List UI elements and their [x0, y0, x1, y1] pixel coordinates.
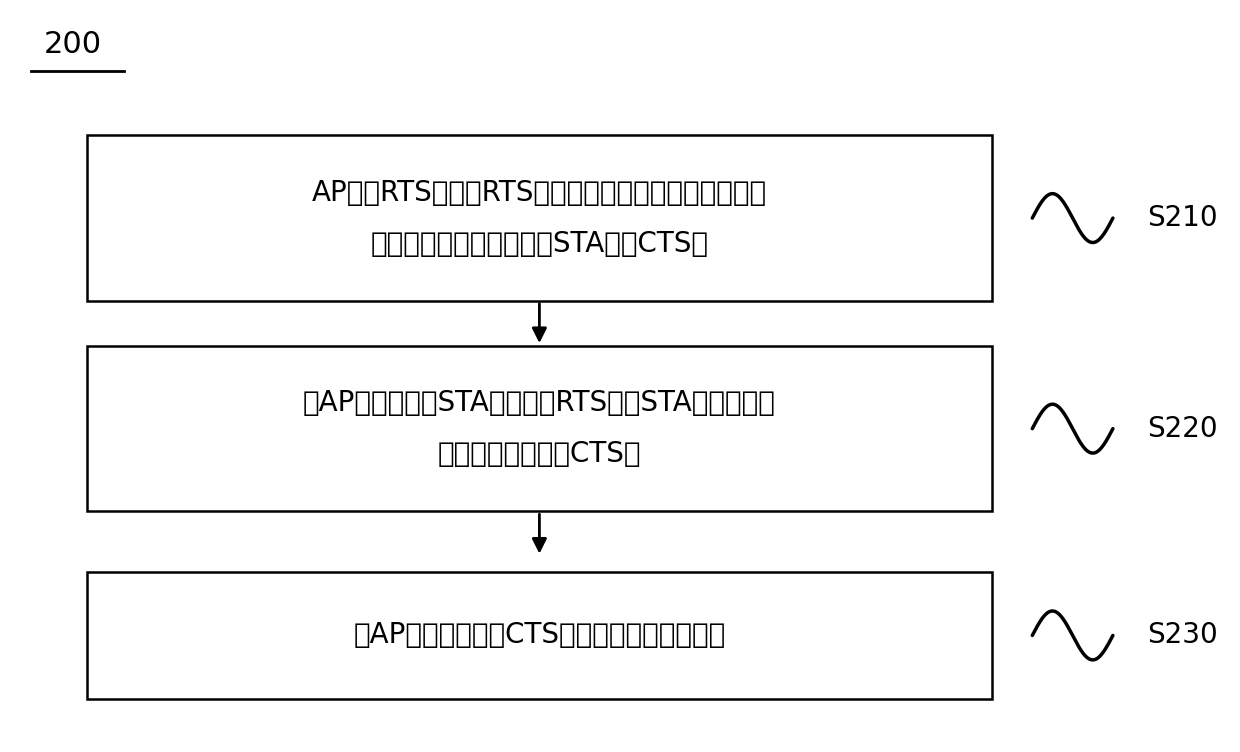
Text: AP发送RTS帧，该RTS帧携带组回应指示信息，该组回: AP发送RTS帧，该RTS帧携带组回应指示信息，该组回: [311, 178, 768, 207]
Text: S210: S210: [1147, 204, 1218, 232]
FancyBboxPatch shape: [87, 135, 992, 301]
Text: 应指示信息用于指示多个STA回应CTS帧: 应指示信息用于指示多个STA回应CTS帧: [371, 229, 708, 258]
Text: 200: 200: [43, 30, 102, 59]
Text: 该AP根据接收到的CTS帧，确定获得传输机会: 该AP根据接收到的CTS帧，确定获得传输机会: [353, 621, 725, 650]
Text: 应指示信息回应的CTS帧: 应指示信息回应的CTS帧: [438, 440, 641, 468]
Text: 该AP接收该多个STA中收到该RTS帧的STA根据该组回: 该AP接收该多个STA中收到该RTS帧的STA根据该组回: [303, 389, 776, 417]
FancyBboxPatch shape: [87, 346, 992, 511]
Text: S230: S230: [1147, 621, 1218, 650]
Text: S220: S220: [1147, 414, 1218, 443]
FancyBboxPatch shape: [87, 572, 992, 699]
